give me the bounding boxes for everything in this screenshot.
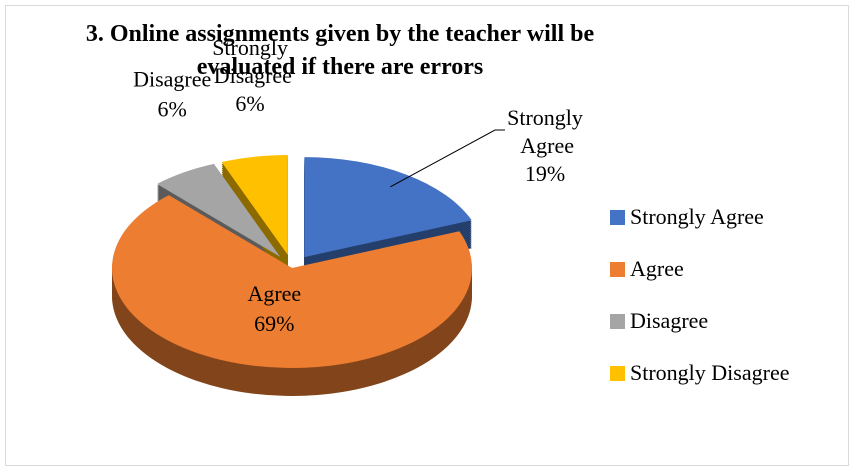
data-label-name: Strongly Disagree	[208, 35, 292, 88]
data-label-name: Agree	[247, 281, 301, 306]
chart-title: 3. Online assignments given by the teach…	[85, 21, 595, 80]
data-label: 6%	[235, 91, 264, 116]
legend-label: Agree	[630, 256, 684, 281]
legend-swatch	[610, 262, 625, 277]
legend-swatch	[610, 314, 625, 329]
legend-swatch	[610, 210, 625, 225]
legend-swatch	[610, 366, 625, 381]
slice	[304, 157, 472, 258]
data-label: 69%	[254, 311, 294, 336]
slice	[221, 155, 288, 256]
leader-line	[390, 129, 505, 188]
slice	[156, 163, 281, 257]
legend-label: Strongly Agree	[630, 204, 764, 229]
legend-label: Disagree	[630, 308, 708, 333]
legend-label: Strongly Disagree	[630, 360, 789, 385]
data-label-name: Disagree	[133, 66, 211, 91]
slice	[112, 195, 473, 368]
data-label-name: Strongly Agree	[507, 105, 583, 158]
data-label: 6%	[158, 96, 187, 121]
chart-area	[5, 5, 849, 466]
pie	[112, 155, 473, 396]
data-label: 19%	[525, 161, 565, 186]
